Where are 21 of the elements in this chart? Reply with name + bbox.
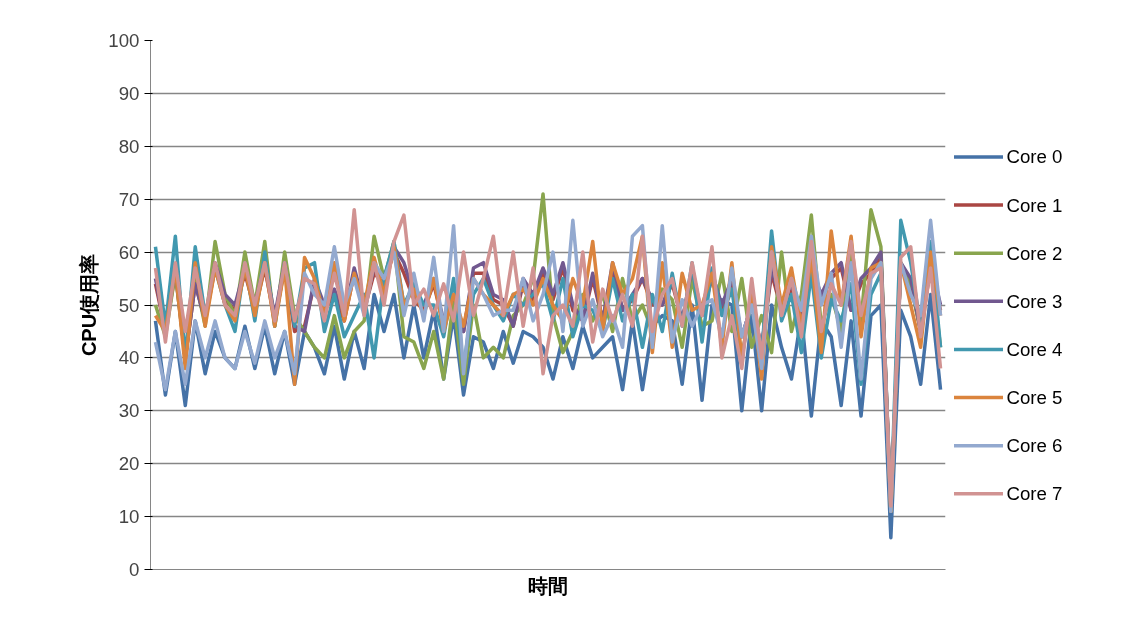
legend-label: Core 0 <box>1006 146 1063 168</box>
y-axis-title: CPU使用率 <box>78 253 101 357</box>
y-tick-label: 60 <box>118 241 140 263</box>
y-tick-label: 90 <box>118 82 140 104</box>
legend-label: Core 7 <box>1006 483 1063 505</box>
y-tick-label: 80 <box>118 135 140 157</box>
y-tick-label: 0 <box>129 559 140 580</box>
y-tick-label: 50 <box>118 294 140 316</box>
x-axis-title: 時間 <box>528 574 568 597</box>
legend-label: Core 6 <box>1006 435 1063 457</box>
y-tick-label: 100 <box>108 30 140 51</box>
legend-label: Core 1 <box>1006 194 1063 216</box>
legend-label: Core 4 <box>1006 338 1063 360</box>
y-tick-label: 70 <box>118 188 140 210</box>
legend-label: Core 2 <box>1006 242 1063 264</box>
legend-label: Core 5 <box>1006 387 1063 409</box>
legend-label: Core 3 <box>1006 290 1063 312</box>
y-tick-label: 40 <box>118 347 140 369</box>
y-tick-label: 10 <box>118 506 140 528</box>
y-tick-label: 30 <box>118 400 140 422</box>
y-tick-label: 20 <box>118 453 140 475</box>
